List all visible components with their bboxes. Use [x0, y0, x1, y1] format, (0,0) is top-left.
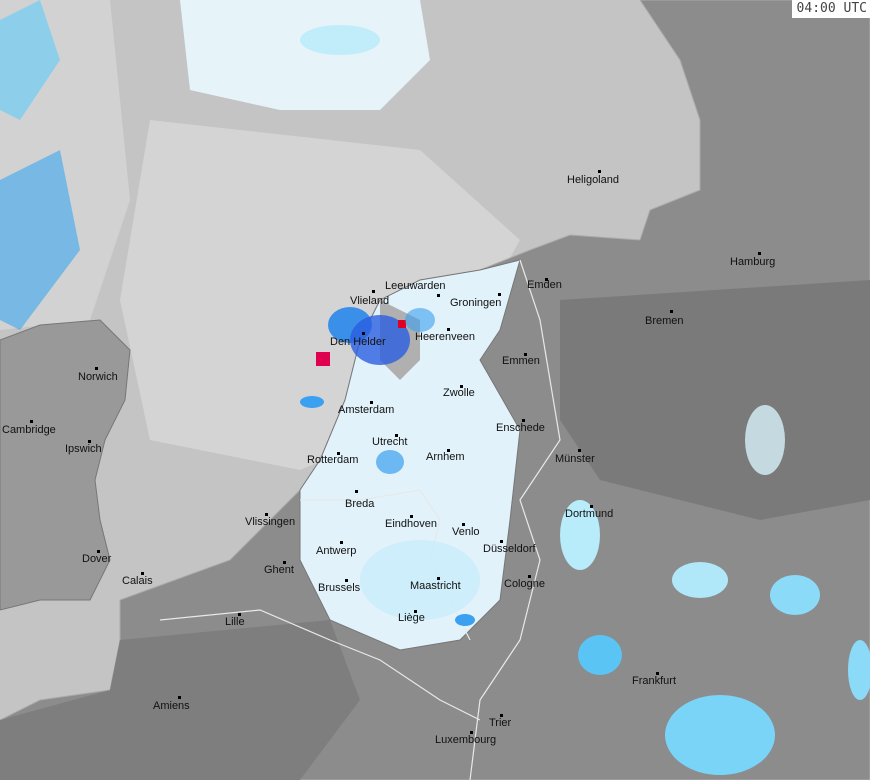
city-marker — [283, 561, 286, 564]
border-fr — [159, 609, 481, 721]
city-label: Heerenveen — [415, 331, 475, 343]
city-marker — [410, 515, 413, 518]
city-label: Lille — [225, 616, 245, 628]
city-marker — [670, 310, 673, 313]
city-marker — [30, 420, 33, 423]
land-england — [0, 319, 131, 611]
city-marker — [340, 541, 343, 544]
border-de — [469, 259, 561, 780]
city-marker — [528, 575, 531, 578]
city-marker — [462, 523, 465, 526]
city-label: Cologne — [504, 578, 545, 590]
city-marker — [265, 513, 268, 516]
city-label: Den Helder — [330, 336, 386, 348]
city-marker — [355, 490, 358, 493]
city-marker — [362, 332, 365, 335]
city-marker — [97, 550, 100, 553]
city-label: Groningen — [450, 297, 502, 309]
city-marker — [370, 401, 373, 404]
city-marker — [524, 353, 527, 356]
city-label: Arnhem — [426, 451, 465, 463]
city-label: Norwich — [78, 371, 118, 383]
city-label: Calais — [122, 575, 153, 587]
city-marker — [500, 540, 503, 543]
city-marker — [578, 449, 581, 452]
city-marker — [437, 294, 440, 297]
city-label: Luxembourg — [435, 734, 497, 746]
city-marker — [337, 452, 340, 455]
city-marker — [238, 613, 241, 616]
city-label: Bremen — [645, 315, 684, 327]
city-label: Leeuwarden — [385, 280, 446, 292]
city-label: Emmen — [502, 355, 540, 367]
city-label: Dortmund — [565, 508, 614, 520]
land-france-dark — [0, 620, 360, 780]
city-label: Maastricht — [410, 580, 461, 592]
city-label: Rotterdam — [307, 454, 359, 466]
city-label: Venlo — [452, 526, 480, 538]
city-marker — [470, 731, 473, 734]
city-marker — [372, 290, 375, 293]
city-label: Dover — [82, 553, 112, 565]
city-label: Enschede — [496, 422, 545, 434]
city-marker — [522, 419, 525, 422]
city-marker — [447, 328, 450, 331]
city-label: Zwolle — [443, 387, 475, 399]
city-label: Eindhoven — [385, 518, 437, 530]
city-label: Vlieland — [350, 295, 390, 307]
city-marker — [590, 505, 593, 508]
city-marker — [758, 252, 761, 255]
city-label: Ghent — [264, 564, 294, 576]
city-marker — [88, 440, 91, 443]
city-marker — [141, 572, 144, 575]
timestamp-label: 04:00 UTC — [791, 0, 870, 18]
city-marker — [437, 577, 440, 580]
city-marker — [178, 696, 181, 699]
city-label: Frankfurt — [632, 675, 677, 687]
city-marker — [414, 610, 417, 613]
city-label: Cambridge — [2, 424, 56, 436]
city-marker — [545, 278, 548, 281]
city-label: Ipswich — [65, 443, 102, 455]
city-label: Antwerp — [316, 545, 357, 557]
city-label: Hamburg — [730, 256, 776, 268]
city-marker — [498, 293, 501, 296]
city-label: Emden — [527, 279, 562, 291]
city-marker — [460, 385, 463, 388]
city-label: Brussels — [318, 582, 361, 594]
sea-coverage-north — [180, 0, 430, 110]
city-marker — [656, 672, 659, 675]
city-marker — [395, 434, 398, 437]
city-label: Amsterdam — [338, 404, 395, 416]
land-germany-dark — [560, 280, 870, 520]
city-marker — [447, 449, 450, 452]
city-marker — [345, 579, 348, 582]
city-marker — [95, 367, 98, 370]
city-label: Liège — [398, 612, 425, 624]
city-label: Utrecht — [372, 436, 408, 448]
city-label: Heligoland — [567, 174, 619, 186]
city-marker — [500, 714, 503, 717]
city-label: Breda — [345, 498, 375, 510]
city-label: Amiens — [153, 700, 190, 712]
city-label: Münster — [555, 453, 595, 465]
city-label: Trier — [489, 717, 512, 729]
city-marker — [598, 170, 601, 173]
city-label: Düsseldorf — [483, 543, 536, 555]
city-label: Vlissingen — [245, 516, 296, 528]
